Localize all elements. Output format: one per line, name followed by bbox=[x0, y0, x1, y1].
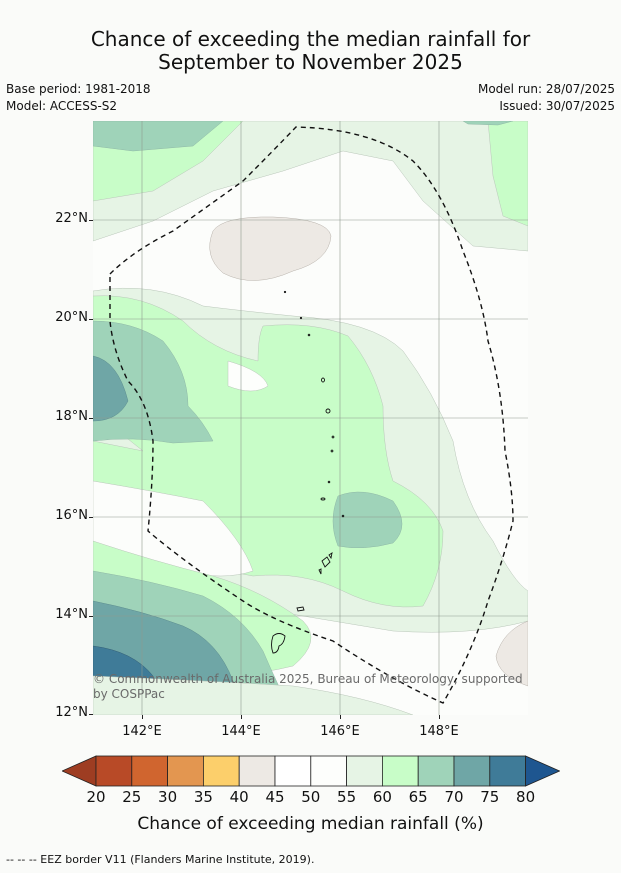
colorbar-tick-label: 75 bbox=[480, 788, 500, 806]
island-saipan bbox=[328, 552, 333, 560]
y-label-22: 22°N bbox=[55, 211, 88, 226]
eez-border bbox=[109, 126, 514, 704]
colorbar bbox=[62, 755, 560, 787]
colorbar-cell bbox=[95, 755, 133, 787]
y-tick-20 bbox=[89, 319, 93, 320]
contour-45-southeast bbox=[495, 620, 528, 687]
x-tick-144 bbox=[241, 715, 242, 719]
island-asuncion bbox=[299, 316, 303, 320]
island-alamagan bbox=[325, 408, 331, 414]
contour-65-northeast bbox=[487, 121, 528, 227]
contour-70-northwest bbox=[93, 121, 224, 152]
y-label-14: 14°N bbox=[55, 607, 88, 622]
y-tick-16 bbox=[89, 517, 93, 518]
model-run: Model run: 28/07/2025 bbox=[477, 82, 615, 96]
x-label-148: 148°E bbox=[419, 724, 459, 739]
colorbar-arrow-high bbox=[525, 755, 560, 787]
colorbar-cell bbox=[417, 755, 455, 787]
map-title: Chance of exceeding the median rainfall … bbox=[0, 28, 621, 74]
y-tick-18 bbox=[89, 418, 93, 419]
x-tick-146 bbox=[340, 715, 341, 719]
colorbar-cell bbox=[167, 755, 204, 787]
colorbar-tick-label: 35 bbox=[193, 788, 213, 806]
y-label-18: 18°N bbox=[55, 409, 88, 424]
colorbar-tick-label: 50 bbox=[301, 788, 321, 806]
island-pagan bbox=[321, 377, 325, 383]
island-tinian bbox=[321, 556, 331, 568]
x-label-142: 142°E bbox=[122, 724, 162, 739]
x-label-144: 144°E bbox=[221, 724, 261, 739]
y-label-12: 12°N bbox=[55, 705, 88, 720]
colorbar-tick-label: 70 bbox=[444, 788, 464, 806]
x-label-146: 146°E bbox=[320, 724, 360, 739]
contour-70-central bbox=[332, 491, 403, 549]
colorbar-tick-label: 45 bbox=[265, 788, 285, 806]
map-svg bbox=[93, 121, 528, 715]
colorbar-tick-label: 20 bbox=[86, 788, 106, 806]
island-sarigan bbox=[331, 435, 335, 439]
colorbar-tick-label: 60 bbox=[372, 788, 392, 806]
colorbar-tick-label: 30 bbox=[158, 788, 178, 806]
colorbar-cell bbox=[131, 755, 169, 787]
issued-date: Issued: 30/07/2025 bbox=[499, 99, 615, 113]
y-tick-12 bbox=[89, 714, 93, 715]
meta-left: Base period: 1981-2018 Model: ACCESS-S2 bbox=[6, 81, 151, 115]
eez-legend: -- -- -- EEZ border V11 (Flanders Marine… bbox=[6, 853, 315, 866]
island-agrihan bbox=[307, 333, 311, 337]
colorbar-tick-label: 25 bbox=[122, 788, 142, 806]
island-rota bbox=[296, 606, 305, 612]
base-period: Base period: 1981-2018 bbox=[6, 82, 151, 96]
contour-55-pocket bbox=[227, 360, 269, 392]
model-name: Model: ACCESS-S2 bbox=[6, 99, 118, 113]
colorbar-cell bbox=[238, 755, 276, 787]
island-guam bbox=[271, 633, 286, 654]
colorbar-cell bbox=[453, 755, 491, 787]
contour-75-west bbox=[93, 355, 129, 422]
colorbar-cell bbox=[310, 755, 348, 787]
y-label-16: 16°N bbox=[55, 508, 88, 523]
y-label-20: 20°N bbox=[55, 310, 88, 325]
colorbar-cell bbox=[381, 755, 419, 787]
colorbar-arrow-low bbox=[62, 755, 97, 787]
rainfall-map bbox=[93, 121, 528, 715]
colorbar-cell bbox=[346, 755, 383, 787]
colorbar-cell bbox=[202, 755, 240, 787]
title-line-1: Chance of exceeding the median rainfall … bbox=[90, 27, 531, 51]
colorbar-title: Chance of exceeding median rainfall (%) bbox=[137, 814, 484, 834]
graticule bbox=[93, 121, 528, 715]
islands bbox=[271, 290, 345, 654]
colorbar-cells bbox=[62, 755, 560, 787]
colorbar-tick-label: 55 bbox=[337, 788, 357, 806]
colorbar-tick-label: 40 bbox=[229, 788, 249, 806]
contour-70-northeast bbox=[462, 121, 514, 126]
colorbar-cell bbox=[489, 755, 526, 787]
colorbar-cell bbox=[274, 755, 312, 787]
island-farallon bbox=[327, 480, 331, 484]
island-medinilla bbox=[341, 514, 345, 518]
island-aguijan bbox=[318, 568, 322, 575]
title-line-2: September to November 2025 bbox=[158, 50, 463, 74]
meta-right: Model run: 28/07/2025 Issued: 30/07/2025 bbox=[478, 81, 615, 115]
island-guguan bbox=[330, 449, 334, 453]
y-tick-14 bbox=[89, 616, 93, 617]
contour-60-southeast bbox=[93, 675, 414, 715]
island-anatahan bbox=[320, 497, 326, 501]
colorbar-tick-label: 65 bbox=[408, 788, 428, 806]
contour-45-patch bbox=[209, 216, 332, 281]
y-tick-22 bbox=[89, 220, 93, 221]
x-tick-148 bbox=[439, 715, 440, 719]
island-maug bbox=[283, 290, 287, 294]
colorbar-tick-label: 80 bbox=[516, 788, 536, 806]
copyright-notice: © Commonwealth of Australia 2025, Bureau… bbox=[93, 672, 523, 701]
x-tick-142 bbox=[142, 715, 143, 719]
